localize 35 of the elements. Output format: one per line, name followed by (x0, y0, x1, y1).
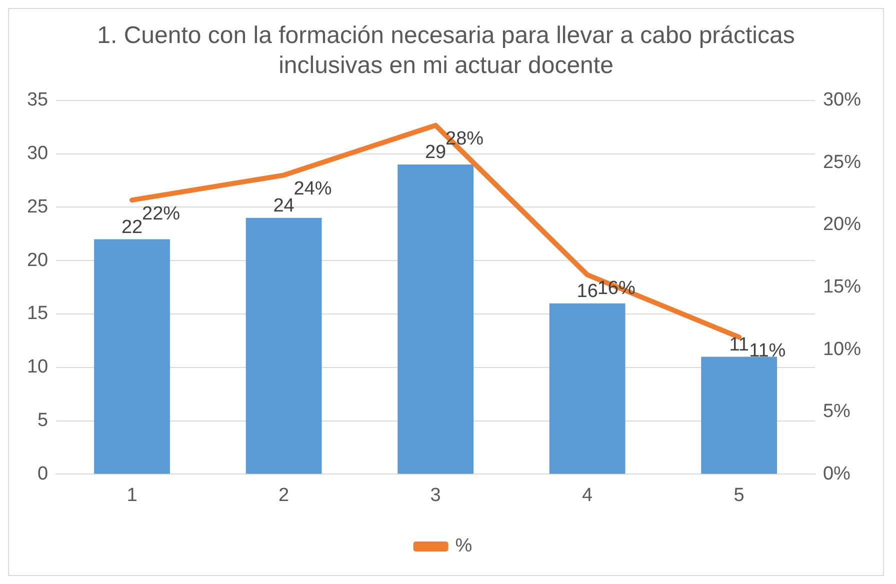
y-tick-label: 30 (26, 143, 48, 164)
data-label: 16 (576, 281, 598, 302)
y-tick-label: 15 (26, 303, 48, 324)
x-tick-label: 3 (430, 484, 441, 506)
y-tick-label: 10 (26, 356, 48, 378)
chart-title: 1. Cuento con la formación necesaria para llevar a cabo prácticas inclusivas en mi actuar docente (96, 21, 796, 81)
data-label: 11% (749, 340, 786, 362)
data-label: 22 (121, 216, 143, 238)
y2-tick-label: 20% (822, 214, 862, 236)
bar (246, 218, 322, 474)
y-tick-label: 5 (38, 410, 48, 432)
x-tick-label: 5 (734, 484, 744, 506)
data-label: 24% (294, 178, 332, 200)
x-tick-label: 2 (278, 484, 290, 506)
data-label: 24 (273, 196, 295, 217)
data-label: 11 (729, 334, 749, 356)
y-tick-label: 20 (26, 250, 48, 271)
bar (549, 303, 626, 474)
y2-tick-label: 30% (822, 90, 862, 111)
x-tick-label: 1 (126, 484, 138, 506)
x-tick-label: 4 (582, 484, 594, 506)
y-tick-label: 0 (38, 463, 48, 484)
data-label: 22% (142, 203, 180, 224)
y-tick-label: 25 (26, 196, 48, 218)
bar (398, 164, 474, 474)
y2-tick-label: 25% (822, 152, 862, 173)
data-label: 29 (424, 142, 446, 164)
y2-tick-label: 15% (822, 276, 862, 298)
bar (94, 239, 170, 474)
y2-tick-label: 5% (822, 401, 851, 422)
y2-tick-label: 0% (822, 463, 851, 484)
y2-tick-label: 10% (822, 338, 862, 360)
y-tick-label: 35 (26, 90, 48, 111)
legend-label: % (455, 536, 472, 557)
bar (701, 356, 778, 474)
